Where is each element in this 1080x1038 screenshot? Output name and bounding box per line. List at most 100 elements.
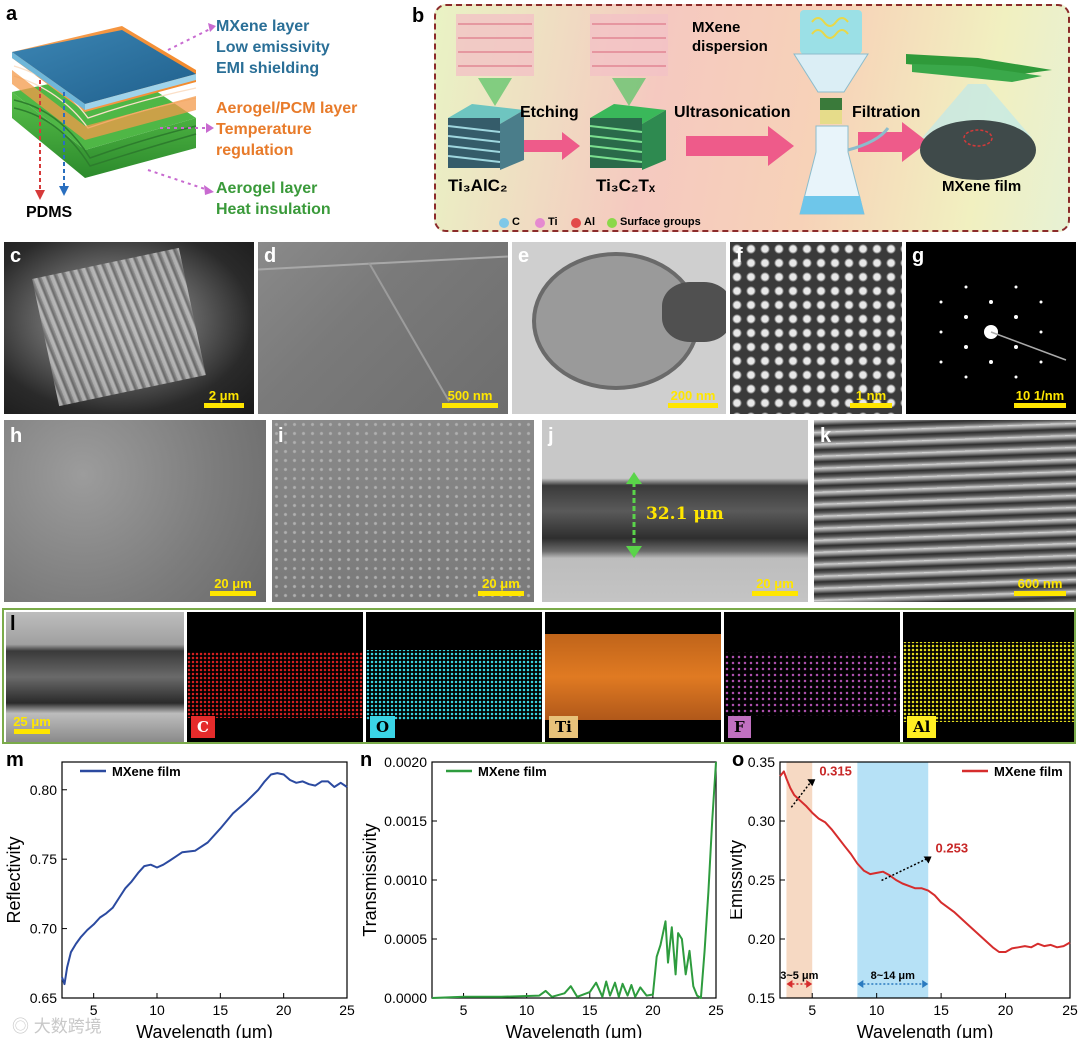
x-tick-label: 25 <box>1062 1002 1078 1018</box>
eds-tag-ti: Ti <box>549 716 578 738</box>
x-axis-label: Wavelength (μm) <box>136 1022 273 1038</box>
highlight-band <box>786 762 813 998</box>
x-tick-label: 5 <box>460 1002 468 1018</box>
micrograph-e: e 200 nm <box>512 242 726 414</box>
y-axis-label: Reflectivity <box>4 836 24 923</box>
eds-map-c: C <box>187 612 363 742</box>
scale-bar-text: 2 μm <box>208 388 240 403</box>
step-etching-label: Etching <box>520 104 579 121</box>
ti3c2tx-crystal-icon <box>590 14 668 106</box>
micrograph-f: f 1 nm <box>730 242 902 414</box>
panel-l-sem: l 25 μm <box>6 612 184 742</box>
pcm-layer-caption: Aerogel/PCM layer Temperature regulation <box>216 98 357 161</box>
y-tick-label: 0.20 <box>748 931 775 947</box>
plot-frame <box>431 761 717 999</box>
aerogel-layer-caption: Aerogel layer Heat insulation <box>216 178 331 220</box>
pcm-layer-line: Temperature <box>216 121 312 138</box>
plot-frame <box>61 761 348 999</box>
scale-bar: 2 μm <box>202 388 246 408</box>
x-tick-label: 15 <box>582 1002 598 1018</box>
pcm-layer-title: Aerogel/PCM layer <box>216 100 358 117</box>
y-axis-label: Transmissivity <box>360 823 380 936</box>
thickness-arrow-icon <box>626 472 642 558</box>
x-tick-label: 10 <box>519 1002 535 1018</box>
filtration-apparatus-icon <box>793 10 890 215</box>
y-tick-label: 0.80 <box>30 782 57 798</box>
legend-al-dot <box>571 218 581 228</box>
x-tick-label: 10 <box>149 1002 165 1018</box>
y-tick-label: 0.0020 <box>384 754 427 770</box>
x-tick-label: 10 <box>869 1002 885 1018</box>
legend-al-label: Al <box>584 216 595 228</box>
ti3alc2-label: Ti₃AlC₂ <box>448 176 508 195</box>
legend-label: MXene film <box>112 764 181 779</box>
chart-n-label: n <box>360 749 373 771</box>
ti3c2tx-label: Ti₃C₂Tₓ <box>596 176 656 195</box>
micrograph-h: h 20 μm <box>4 420 266 602</box>
mxene-film-label: MXene film <box>942 178 1022 195</box>
y-tick-label: 0.0015 <box>384 813 427 829</box>
legend-c-dot <box>499 218 509 228</box>
scale-bar: 500 nm <box>440 388 500 408</box>
y-axis-label: Emissivity <box>730 840 746 920</box>
dispersion-label: MXene dispersion <box>692 18 768 56</box>
diffraction-pattern <box>939 285 1067 379</box>
scale-bar-text: 10 1/nm <box>1015 388 1065 403</box>
micrograph-c: c 2 μm <box>4 242 254 414</box>
legend-surface-label: Surface groups <box>620 216 701 228</box>
panel-a-label: a <box>6 3 18 25</box>
scale-bar-text: 20 μm <box>756 576 794 591</box>
mxene-film-icon <box>906 54 1052 180</box>
annotation-arrowhead <box>923 856 932 864</box>
panel-b: b <box>412 0 1076 238</box>
chart-o-plot: 3~5 μm 8~14 μm 5 10 15 20 25 0.15 0.20 0.25 0.30 0.… <box>730 754 1078 1038</box>
step-filtration-label: Filtration <box>852 104 921 121</box>
y-tick-label: 0.15 <box>748 990 775 1006</box>
watermark-icon: ◎ <box>12 1017 34 1036</box>
x-tick-label: 15 <box>213 1002 229 1018</box>
x-tick-label: 5 <box>90 1002 98 1018</box>
eds-map-f: F <box>724 612 900 742</box>
micrograph-g-label: g <box>912 245 925 267</box>
mxene-layer-caption: MXene layer Low emissivity EMI shielding <box>216 16 330 79</box>
micrograph-d: d 500 nm <box>258 242 508 414</box>
eds-tag-al: Al <box>907 716 937 738</box>
band-arrowhead <box>786 980 793 988</box>
scale-bar: 20 μm <box>750 576 800 596</box>
chart-o: o 3~5 μm 8~14 μm 5 10 15 20 25 0.15 0.20 0.25 0.30… <box>730 748 1080 1038</box>
layer-schematic <box>12 23 216 200</box>
micrograph-j-label: j <box>548 425 554 447</box>
ultrasonication-arrow-icon <box>686 126 794 166</box>
x-tick-label: 15 <box>933 1002 949 1018</box>
band-arrowhead <box>857 980 864 988</box>
filtration-arrow-icon <box>858 122 928 162</box>
series-line <box>779 770 1071 953</box>
x-tick-label: 20 <box>998 1002 1014 1018</box>
mxene-layer-line: Low emissivity <box>216 39 330 56</box>
eds-tag-o: O <box>370 716 396 738</box>
annotation-arrowhead <box>807 779 816 787</box>
y-tick-label: 0.70 <box>30 921 57 937</box>
micrograph-c-label: c <box>10 245 22 267</box>
y-tick-label: 0.0000 <box>384 990 427 1006</box>
panel-a: a <box>0 0 420 232</box>
panel-l-label: l <box>10 613 16 635</box>
ti3alc2-crystal-icon <box>456 14 534 106</box>
dispersion-label-line: MXene <box>692 19 741 36</box>
chart-m-label: m <box>6 749 24 771</box>
annotation-arrow <box>790 780 812 808</box>
process-schematic <box>447 10 1052 228</box>
legend-c-label: C <box>512 216 520 228</box>
x-tick-label: 20 <box>276 1002 292 1018</box>
legend-ti-label: Ti <box>548 216 558 228</box>
micrograph-d-label: d <box>264 245 277 267</box>
band-arrowhead <box>806 980 813 988</box>
legend-label: MXene film <box>478 764 547 779</box>
y-tick-label: 0.0005 <box>384 931 427 947</box>
x-tick-label: 20 <box>645 1002 661 1018</box>
chart-n-plot: 5 10 15 20 25 0.0000 0.0005 0.0010 0.0015 0.0020 W… <box>360 754 724 1038</box>
dispersion-label-line: dispersion <box>692 38 768 55</box>
micrograph-i-label: i <box>278 425 284 447</box>
x-tick-label: 25 <box>339 1002 355 1018</box>
watermark: ◎ 大数跨境 <box>12 1012 102 1037</box>
